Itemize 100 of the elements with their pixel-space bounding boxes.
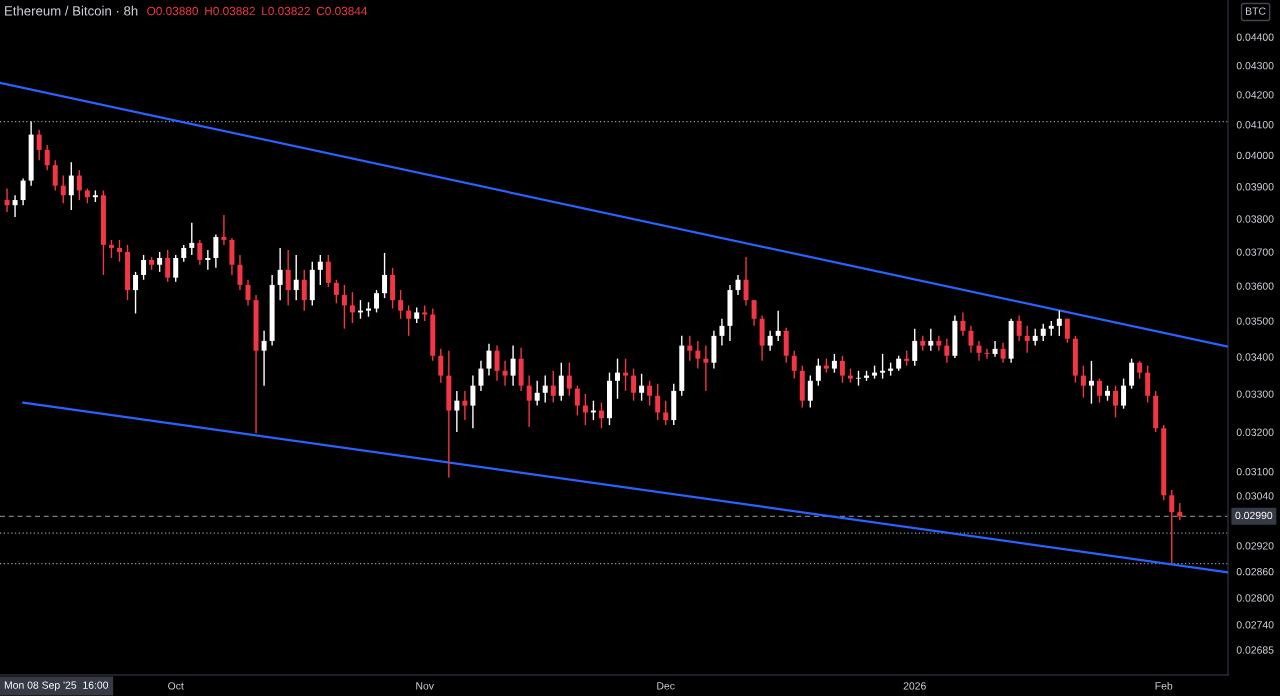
candlestick <box>791 349 797 380</box>
candlestick <box>1169 489 1175 565</box>
candlestick <box>237 254 243 291</box>
candlestick <box>478 360 484 392</box>
candlestick <box>76 169 82 201</box>
candlestick <box>12 194 18 218</box>
candlestick <box>767 330 773 352</box>
y-tick-label: 0.03800 <box>1236 215 1274 223</box>
candlestick <box>542 374 548 404</box>
y-tick-label: 0.04300 <box>1236 61 1274 70</box>
candlestick <box>44 144 50 171</box>
candlestick <box>960 311 966 337</box>
y-tick-label: 0.02740 <box>1236 621 1274 629</box>
candlestick <box>647 380 653 407</box>
candlestick <box>502 360 508 387</box>
x-tick-label: Oct <box>168 682 184 690</box>
y-tick-label: 0.02860 <box>1236 567 1274 576</box>
candlestick <box>462 390 468 421</box>
x-tick-label: 2026 <box>903 682 926 690</box>
candlestick <box>117 239 122 263</box>
candlestick <box>285 249 291 307</box>
annotation: H0.03882 <box>205 6 255 16</box>
candlestick <box>623 357 629 392</box>
text: BTC <box>1246 7 1266 15</box>
candlestick <box>1016 314 1022 342</box>
candlestick <box>349 291 355 324</box>
annotation: C0.03844 <box>316 6 368 16</box>
y-tick-label: 0.03900 <box>1236 183 1274 191</box>
y-tick-label: 0.04200 <box>1236 91 1274 99</box>
candlestick <box>157 251 163 273</box>
candlestick <box>936 335 942 352</box>
candlestick <box>141 254 147 281</box>
candlestick <box>406 304 412 337</box>
candlestick <box>510 344 516 387</box>
candlestick <box>815 357 821 387</box>
y-tick-label: 0.03600 <box>1236 282 1274 290</box>
candlestick <box>574 384 580 417</box>
candlestick <box>751 299 757 327</box>
y-tick-label: 0.03700 <box>1236 248 1274 256</box>
x-tick-label: Feb <box>1155 681 1173 690</box>
candlestick <box>807 374 813 409</box>
candlestick <box>398 289 404 320</box>
annotation: O0.03880 <box>147 6 199 16</box>
candlestick <box>928 328 934 352</box>
candlestick <box>639 373 645 402</box>
candlestick <box>189 222 195 256</box>
candlestick <box>1000 342 1006 364</box>
candlestick <box>992 340 998 358</box>
candlestick <box>534 380 540 407</box>
candlestick <box>687 335 693 362</box>
candlestick <box>133 271 139 315</box>
y-tick-label: 0.03200 <box>1236 428 1274 436</box>
text: Mon 08 Sep '25 16:00 <box>4 681 109 691</box>
y-tick-label: 0.03300 <box>1236 390 1274 398</box>
y-tick-label: 0.02920 <box>1236 542 1274 550</box>
candlestick <box>839 355 845 384</box>
candlestick <box>880 353 886 380</box>
candlestick <box>454 390 460 433</box>
candlestick <box>968 325 974 354</box>
candlestick <box>1080 364 1086 399</box>
candlestick <box>197 239 203 266</box>
candlestick <box>277 247 283 301</box>
candlestick <box>470 374 476 429</box>
candlestick <box>382 252 388 299</box>
candlestick <box>566 362 572 397</box>
ref-line-label: 0.02990 <box>1235 511 1273 520</box>
candlestick <box>526 374 532 428</box>
candlestick <box>1145 364 1151 404</box>
candlestick <box>68 161 74 211</box>
y-tick-label: 0.03040 <box>1236 492 1274 500</box>
candlestick <box>52 159 58 192</box>
candlestick <box>655 383 661 421</box>
candlestick <box>301 269 307 312</box>
candlestick <box>494 344 500 382</box>
y-tick-label: 0.04100 <box>1236 121 1274 129</box>
candlestick <box>261 330 267 387</box>
y-tick-label: 0.03100 <box>1236 467 1274 476</box>
candlestick <box>631 367 637 402</box>
candlestick <box>598 401 604 429</box>
candlestick <box>213 233 219 269</box>
candlestick <box>976 340 982 362</box>
candlestick <box>1024 325 1030 354</box>
candlestick <box>615 357 620 400</box>
y-tick-label: 0.02800 <box>1236 594 1274 602</box>
candlestick <box>703 344 709 392</box>
candlestick <box>333 279 339 304</box>
candlestick <box>60 174 66 204</box>
candlestick <box>743 256 749 307</box>
candlestick <box>341 284 347 330</box>
candlestick <box>374 289 380 314</box>
candlestick <box>20 177 26 206</box>
candlestick <box>4 187 10 213</box>
candlestick <box>205 249 211 271</box>
y-tick-label: 0.03500 <box>1236 317 1274 325</box>
candlestick <box>1129 357 1135 390</box>
candlestick <box>1113 384 1119 419</box>
y-tick-label: 0.03400 <box>1236 353 1274 361</box>
candlestick <box>912 328 918 367</box>
candlestick <box>944 338 950 364</box>
x-tick-label: Dec <box>657 682 675 690</box>
